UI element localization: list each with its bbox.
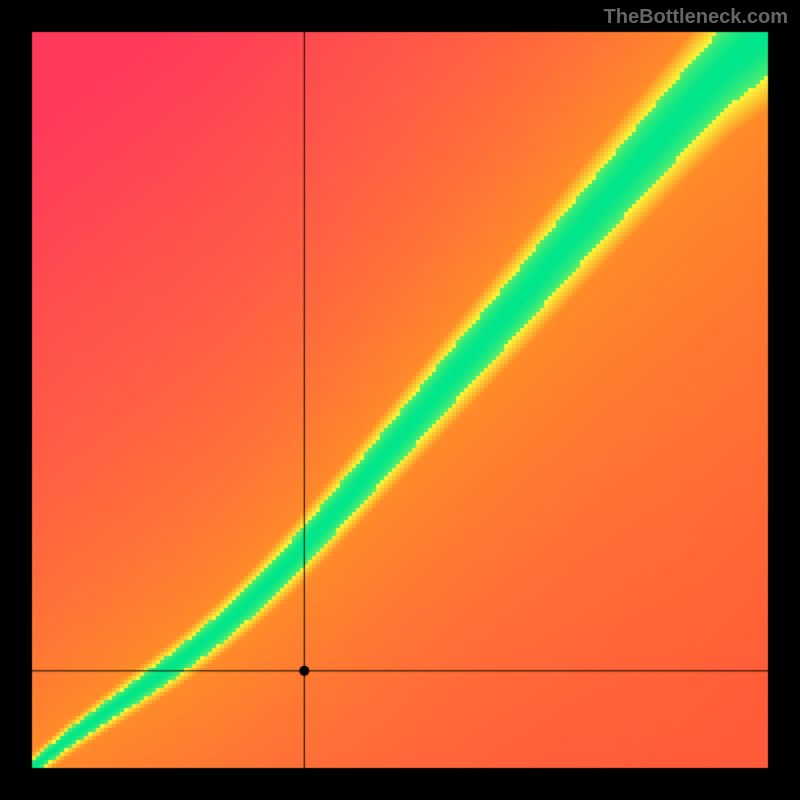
watermark-text: TheBottleneck.com <box>604 6 788 29</box>
chart-container: TheBottleneck.com <box>0 0 800 800</box>
heatmap-canvas <box>0 0 800 800</box>
